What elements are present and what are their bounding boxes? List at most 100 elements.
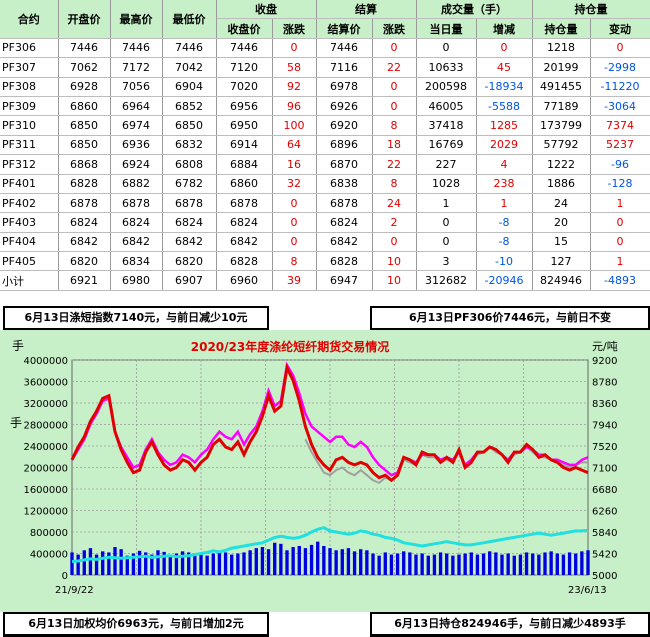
table-cell: 7446 [162,38,217,59]
volume-bar [70,552,74,575]
volume-bar [297,545,301,575]
table-cell: 6828 [316,251,373,272]
right-tick-label: 6680 [592,485,617,496]
volume-bar [119,549,123,575]
volume-bar [488,551,492,575]
table-cell: 7056 [110,77,163,97]
table-cell: 1028 [416,174,477,194]
table-cell: 0 [372,96,417,117]
table-cell: 64 [272,135,317,156]
col-header-volume-change: 增减 [476,18,533,39]
volume-bar [180,551,185,575]
volume-bar [537,554,541,575]
volume-bar [561,554,566,575]
right-tick-label: 8360 [592,399,617,410]
volume-bar [414,554,418,575]
col-header-contract: 合约 [0,0,59,39]
table-row: PF404 6842 6842 6842 6842 0 6842 0 0 -8 15 0 [0,232,650,253]
table-cell: 6870 [316,154,373,175]
col-header-settle: 结算价 [316,18,373,39]
table-cell: 227 [416,154,477,175]
table-cell: 6820 [162,251,217,272]
col-header-volume: 当日量 [416,18,477,39]
volume-bars [70,541,590,575]
table-cell: 0 [416,232,477,253]
table-cell: 6850 [58,115,111,136]
futures-table: 合约 开盘价 最高价 最低价 收盘 结算 成交量（手） 持仓量 收盘价 涨跌 结… [0,0,650,291]
volume-bar [408,552,412,575]
table-cell: 1218 [532,38,591,59]
left-tick-label: 800000 [30,528,68,539]
table-cell: 8 [272,251,317,272]
chart-panel: 2020/23年度涤纶短纤期货交易情况 手 元/吨 手 21/9/22 23/6… [0,330,650,612]
right-tick-label: 7100 [592,464,617,475]
table-row: PF401 6828 6882 6782 6860 32 6838 8 1028 238 1886-… [0,174,650,194]
chart-title: 2020/23年度涤纶短纤期货交易情况 [191,339,389,354]
volume-bar [260,547,265,575]
table-row: PF309 6860 6964 6852 6956 96 6926 0 46005 -5588 77… [0,96,650,117]
table-cell: 46005 [416,96,477,117]
group-header-settle: 结算 [316,0,417,20]
table-cell: -18934 [476,77,533,97]
group-header-close: 收盘 [216,0,317,20]
table-cell: 7116 [316,57,373,78]
table-cell: -10 [476,251,533,272]
table-cell: 0 [372,77,417,97]
left-axis-unit: 手 [12,339,24,353]
volume-bar [586,550,590,575]
table-cell: 1 [416,193,477,214]
table-cell: 6921 [58,270,111,291]
volume-bar [420,553,424,575]
table-cell: 1 [476,193,533,214]
table-cell: 6834 [110,251,163,272]
note-weighted-avg: 6月13日加权均价6963元，与前日增加2元 [3,612,269,637]
table-cell: 1 [590,251,650,272]
volume-bar [156,550,160,575]
right-tick-label: 7940 [592,421,617,432]
table-cell: 24 [532,193,591,214]
table-cell: 0 [416,38,477,59]
table-cell: 3 [416,251,477,272]
table-cell: 6850 [58,135,111,156]
volume-bar [567,552,572,575]
volume-bar [389,554,394,575]
contract-cell: PF309 [0,96,59,117]
contract-cell: PF404 [0,232,59,253]
contract-cell: PF306 [0,38,59,59]
table-cell: 0 [590,38,650,59]
table-cell: 0 [272,212,317,233]
volume-bar [94,554,99,575]
volume-bar [211,553,215,575]
table-cell: 6820 [58,251,111,272]
table-cell: 20 [532,212,591,233]
table-cell: 6842 [110,232,163,253]
volume-bar [475,554,480,575]
table-cell: 6868 [58,154,111,175]
left-tick-label: 4000000 [23,356,68,367]
table-cell: 6852 [162,96,217,117]
table-cell: 200598 [416,77,477,97]
table-cell: 15 [532,232,591,253]
table-cell: 6878 [162,193,217,214]
table-cell: 22 [372,57,417,78]
table-row: 小计 6921 6980 6907 6960 39 6947 10 312682 -20946 82… [0,270,650,291]
volume-bar [266,549,271,575]
left-tick-label: 1200000 [23,507,68,518]
group-header-oi: 持仓量 [532,0,650,20]
table-row: PF312 6868 6924 6808 6884 16 6870 22 227 4 1222 -96 [0,154,650,175]
table-cell: 0 [272,232,317,253]
left-tick-label: 2400000 [23,442,68,453]
left-tick-label: 2800000 [23,421,68,432]
table-cell: -96 [590,154,650,175]
right-tick-label: 5000 [592,571,617,582]
table-cell: 6842 [58,232,111,253]
left-tick-label: 3600000 [23,378,68,389]
table-cell: 6824 [216,212,273,233]
col-header-close-change: 涨跌 [272,18,317,39]
right-tick-label: 6260 [592,507,617,518]
table-cell: 7172 [110,57,163,78]
volume-bar [481,553,486,575]
volume-bar [506,553,510,575]
volume-bar [125,555,129,575]
volume-bar [144,552,148,575]
